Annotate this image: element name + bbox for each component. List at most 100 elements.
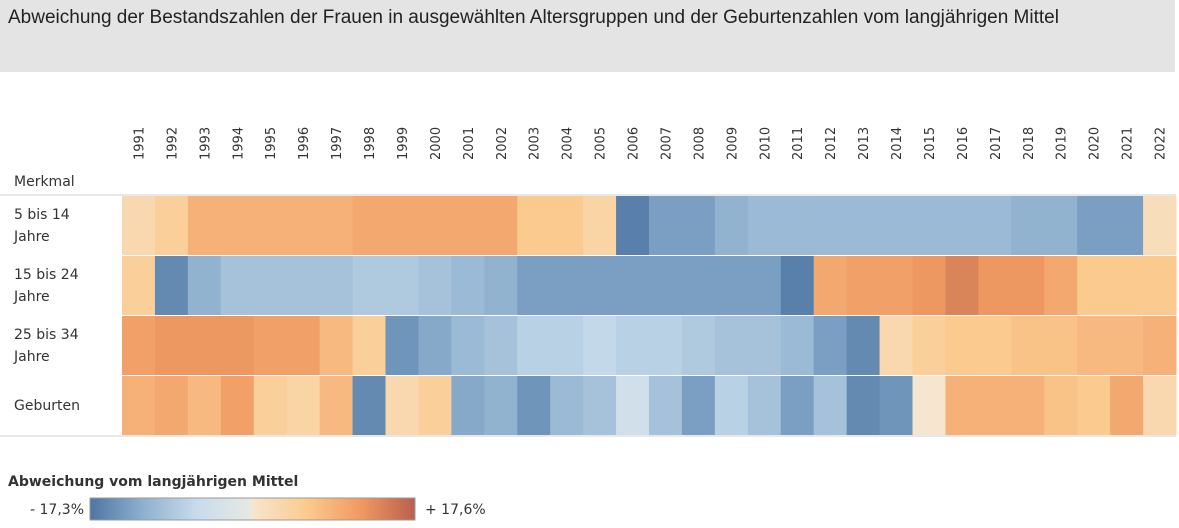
heat-cell [912,256,946,315]
column-label: 1993 [198,127,213,160]
column-label: 2017 [989,127,1004,160]
heat-cell [1110,376,1144,435]
heat-cell [286,316,321,375]
heat-cell [813,196,848,255]
heat-cell [451,256,485,315]
heat-cell [1011,196,1045,255]
column-label: 2003 [528,127,543,160]
heat-cell [978,316,1012,375]
heat-cell [714,376,749,435]
heat-cell [286,376,321,435]
row-label: 15 bis 24 Jahre [14,267,79,305]
heat-cell [813,316,848,375]
heat-cell [517,316,551,375]
heat-cell [154,196,189,255]
heat-cell [187,196,222,255]
heat-cell [879,376,913,435]
row-label: Geburten [14,398,80,414]
heat-cell [418,376,452,435]
heat-cell [879,316,913,375]
heat-cell [978,256,1012,315]
column-label: 2018 [1022,127,1037,160]
column-label: 1991 [132,127,147,160]
heat-cell [1077,316,1111,375]
heat-cell [418,256,452,315]
heat-cell [747,316,782,375]
heat-cell [945,256,979,315]
heat-cell [517,256,551,315]
legend-max-label: + 17,6% [425,502,486,518]
heat-cell [352,376,386,435]
row-header: Merkmal [14,174,75,190]
heat-cell [714,316,749,375]
heat-cell [616,376,650,435]
heat-cell [418,316,452,375]
heat-cell [681,376,716,435]
heat-cell [1011,256,1045,315]
heat-cell [253,316,288,375]
chart-title: Abweichung der Bestandszahlen der Frauen… [0,0,1175,72]
heat-cell [418,196,452,255]
legend-title: Abweichung vom langjährigen Mittel [8,474,299,490]
heat-cell [1143,196,1177,255]
heat-cell [846,376,881,435]
heat-cell [1044,316,1078,375]
column-label: 2016 [956,127,971,160]
heat-cell [253,256,288,315]
heat-cell [912,196,946,255]
column-label: 1999 [396,127,411,160]
heat-cell [484,316,518,375]
heat-cell [550,316,584,375]
heat-cell [385,196,419,255]
heat-cell [484,376,518,435]
heat-cell [1143,376,1177,435]
heat-cell [1011,316,1045,375]
heat-cell [813,256,848,315]
column-label: 2001 [462,127,477,160]
heat-cell [550,196,584,255]
legend-gradient [89,497,416,521]
heat-cell [780,256,815,315]
heat-cell [550,256,584,315]
column-label: 2006 [627,127,642,160]
heat-cell [1044,196,1078,255]
heat-cell [1044,376,1078,435]
heat-cell [681,316,716,375]
column-label: 2008 [692,127,707,160]
heat-cell [714,256,749,315]
heat-cell [319,376,354,435]
heat-cell [1077,376,1111,435]
heat-cell [649,376,683,435]
heat-cell [154,256,189,315]
column-label: 2012 [824,127,839,160]
heat-cell [583,256,617,315]
heat-cell [1077,196,1111,255]
row-label: 5 bis 14 Jahre [14,207,70,245]
heat-cell [846,256,881,315]
column-label: 2009 [725,127,740,160]
heat-cell [1044,256,1078,315]
heat-cell [747,376,782,435]
heat-cell [681,256,716,315]
heat-cell [122,316,156,375]
heat-cell [550,376,584,435]
column-label: 2002 [495,127,510,160]
heat-cell [319,316,354,375]
heat-cell [385,316,419,375]
heat-cell [1011,376,1045,435]
heat-cell [484,196,518,255]
heat-cell [154,376,189,435]
row-label: 25 bis 34 Jahre [14,327,79,365]
column-label: 2021 [1121,127,1136,160]
heat-cell [747,196,782,255]
column-label: 2019 [1055,127,1070,160]
heat-cell [583,316,617,375]
heat-cell [220,376,255,435]
column-label: 1997 [330,127,345,160]
column-label: 2007 [659,127,674,160]
heat-cell [385,376,419,435]
heat-cell [846,196,881,255]
heat-cell [1143,256,1177,315]
heat-cell [1143,316,1177,375]
